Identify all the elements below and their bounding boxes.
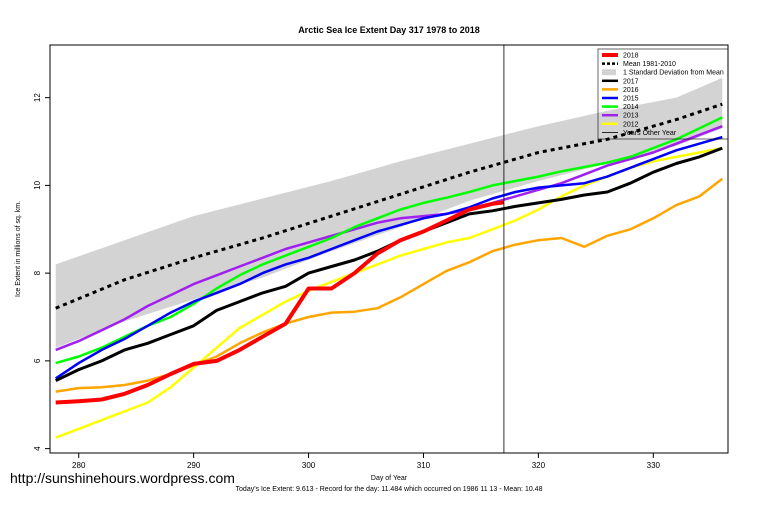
- mean-line: [55, 102, 723, 310]
- x-axis-label: Day of Year: [371, 475, 408, 482]
- y-tick-label: 12: [33, 93, 42, 102]
- x-tick-label: 320: [532, 461, 546, 470]
- series-line-2013: [55, 125, 723, 352]
- y-tick-label: 6: [33, 358, 42, 363]
- x-tick-label: 330: [647, 461, 661, 470]
- chart-title: Arctic Sea Ice Extent Day 317 1978 to 20…: [298, 25, 480, 35]
- y-tick-label: 8: [33, 270, 42, 275]
- series-line-2018: [55, 200, 505, 405]
- plot-frame: [49, 44, 729, 454]
- x-tick-label: 310: [417, 461, 431, 470]
- legend-label: 2017: [623, 78, 639, 85]
- series-line-2015: [55, 135, 723, 380]
- x-tick-label: 300: [302, 461, 316, 470]
- footer-text: Today's Ice Extent: 9.613 - Record for t…: [236, 486, 543, 493]
- series-line-2014: [55, 116, 723, 365]
- legend-box: [597, 48, 729, 140]
- y-tick-label: 10: [33, 180, 42, 189]
- legend-swatch: [602, 69, 616, 76]
- y-axis-label: Ice Extent in millions of sq. km.: [15, 201, 22, 297]
- legend-label: 2014: [623, 104, 639, 111]
- legend-label: 1 Standard Deviation from Mean: [623, 70, 724, 77]
- legend-label: Years Other Year: [623, 130, 677, 137]
- legend-label: 2013: [623, 113, 639, 120]
- legend-label: 2012: [623, 121, 639, 128]
- x-tick-label: 280: [72, 461, 86, 470]
- legend-label: Mean 1981-2010: [623, 61, 676, 68]
- legend-label: 2015: [623, 96, 639, 103]
- legend-label: 2018: [623, 53, 639, 60]
- legend-label: 2016: [623, 87, 639, 94]
- y-tick-label: 4: [33, 446, 42, 451]
- watermark-url: http://sunshinehours.wordpress.com: [10, 470, 235, 486]
- x-tick-label: 290: [187, 461, 201, 470]
